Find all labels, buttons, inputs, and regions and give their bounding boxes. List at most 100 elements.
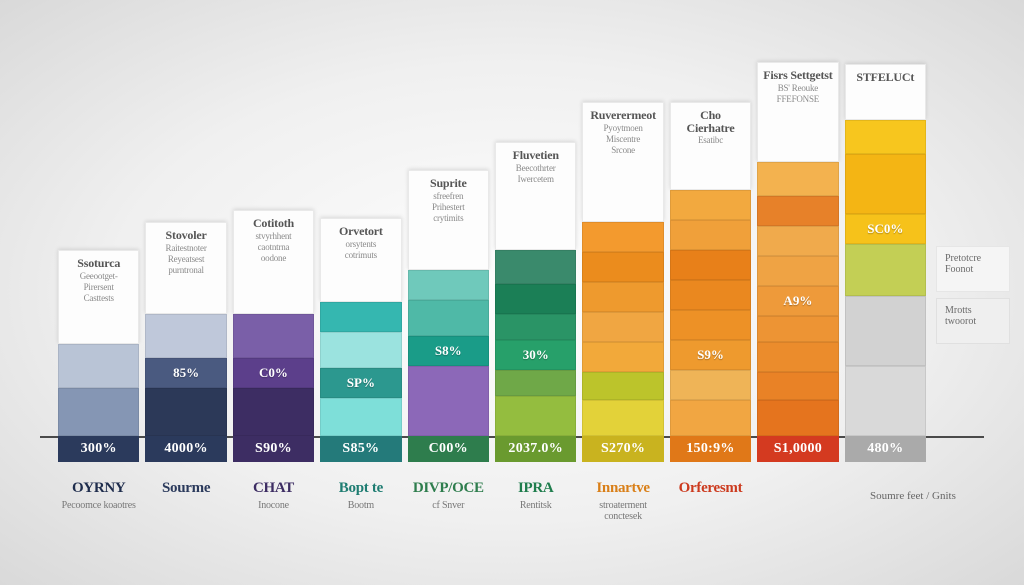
bar-footer: 480% <box>845 436 926 462</box>
legend-item: Pretotcre Foonot <box>936 246 1010 292</box>
bar-segment <box>495 284 576 314</box>
bar-segment <box>582 342 663 372</box>
cap-title: Ruverermeot <box>590 109 656 122</box>
bar-segment: SC0% <box>845 214 926 244</box>
bar-footer: S85% <box>320 436 401 462</box>
cap-subtitle: Esatibc <box>698 136 723 145</box>
bar-b8: S9%Cho CierhatreEsatibc <box>670 102 751 436</box>
bar-segment <box>757 316 838 342</box>
bar-footer: 150:9% <box>670 436 751 462</box>
axis-main: DIVP/OCE <box>408 480 489 497</box>
bar-segment <box>845 296 926 366</box>
axis-main: Sourme <box>145 480 226 497</box>
cap-subtitle: Casttests <box>84 294 114 303</box>
cap-title: STFELUCt <box>856 71 914 84</box>
bar-segment <box>320 332 401 368</box>
segment-percent: C0% <box>259 365 288 381</box>
bar-cap: SupritesfreefrenPrihestertcrytimits <box>408 170 489 270</box>
cap-subtitle: stvyrhhent <box>255 232 291 241</box>
bar-b5: S8%SupritesfreefrenPrihestertcrytimits <box>408 170 489 436</box>
bar-segment <box>670 310 751 340</box>
bar-segment <box>582 222 663 252</box>
axis-main: OYRNY <box>58 480 139 497</box>
axis-label: Innartvestroaterment conctesek <box>582 480 663 522</box>
bar-footer-value: 2037.0% <box>495 436 576 462</box>
cap-title: Cho Cierhatre <box>675 109 746 134</box>
bar-segment <box>320 302 401 332</box>
cap-title: Orvetort <box>339 225 383 238</box>
cap-subtitle: crytimits <box>433 214 463 223</box>
bar-segment <box>408 366 489 436</box>
axis-sub: stroaterment conctesek <box>582 500 663 522</box>
bar-segment <box>408 300 489 336</box>
cap-subtitle: Geeootget- <box>80 272 118 281</box>
bar-segment: S8% <box>408 336 489 366</box>
bar-segment: 85% <box>145 358 226 388</box>
bar-segment: 30% <box>495 340 576 370</box>
bar-footer-value: 300% <box>58 436 139 462</box>
cap-subtitle: Reyeatsest <box>168 255 205 264</box>
axis-label: IPRARentitsk <box>495 480 576 511</box>
bar-segment <box>582 282 663 312</box>
bar-segment <box>670 370 751 400</box>
bar-segment <box>845 120 926 154</box>
bar-footer-value: C00% <box>408 436 489 462</box>
bar-b2: 85%StovolerRaitestnoterReyeatsestpurntro… <box>145 222 226 436</box>
cap-subtitle: Beecothrter <box>516 164 556 173</box>
bar-segment <box>233 314 314 358</box>
legend-item: Mrotts twoorot <box>936 298 1010 344</box>
axis-label: Sourme <box>145 480 226 497</box>
bar-segment <box>408 270 489 300</box>
bar-b3: C0%Cotitothstvyrhhentcaotntrnaoodone <box>233 210 314 436</box>
bar-cap: SsoturcaGeeootget-PirersentCasttests <box>58 250 139 344</box>
axis-main: Orferesmt <box>670 480 751 497</box>
bar-segment <box>582 400 663 436</box>
cap-subtitle: Pirersent <box>84 283 114 292</box>
cap-title: Fluvetien <box>513 149 559 162</box>
segment-percent: S8% <box>435 343 462 359</box>
bar-segment <box>845 244 926 296</box>
bar-segment <box>145 314 226 358</box>
bar-segment <box>58 388 139 436</box>
bar-segment <box>757 196 838 226</box>
axis-main: IPRA <box>495 480 576 497</box>
bar-segment <box>58 344 139 388</box>
bar-segment <box>670 190 751 220</box>
cap-subtitle: orsytents <box>346 240 377 249</box>
cap-title: Cotitoth <box>253 217 294 230</box>
axis-label: CHAT Inocone <box>233 480 314 511</box>
cap-subtitle: Srcone <box>611 146 635 155</box>
bar-segment <box>670 220 751 250</box>
bar-footer: S90% <box>233 436 314 462</box>
bar-b9: A9%Fisrs SettgetstBS' ReoukeFFEFONSE <box>757 62 838 436</box>
bar-segment <box>670 250 751 280</box>
bar-footer: S1,0000 <box>757 436 838 462</box>
bar-footer-value: S90% <box>233 436 314 462</box>
cap-subtitle: Raitestnoter <box>166 244 207 253</box>
bar-footer-value: 150:9% <box>670 436 751 462</box>
cap-subtitle: Prihestert <box>432 203 465 212</box>
cap-subtitle: Iwercetem <box>518 175 554 184</box>
bar-segment <box>757 162 838 196</box>
axis-main: CHAT <box>233 480 314 497</box>
bar-footer-value: 480% <box>845 436 926 462</box>
cap-subtitle: Miscentre <box>606 135 640 144</box>
axis-sub: cf Snver <box>408 500 489 511</box>
bar-b1: SsoturcaGeeootget-PirersentCasttests <box>58 250 139 436</box>
bar-cap: Cho Cierhatre Esatibc <box>670 102 751 190</box>
bar-cap: Orvetortorsytentscotrimuts <box>320 218 401 302</box>
legend: Pretotcre Foonot Mrotts twoorot <box>936 246 1010 344</box>
axis-sub: Pecoomce koaotres <box>58 500 139 511</box>
segment-percent: SC0% <box>867 221 903 237</box>
cap-subtitle: BS' Reouke <box>778 84 818 93</box>
cap-subtitle: sfreefren <box>433 192 463 201</box>
axis-sub: Bootm <box>320 500 401 511</box>
bar-segment <box>670 400 751 436</box>
bar-footer-value: S270% <box>582 436 663 462</box>
cap-subtitle: purntronal <box>168 266 204 275</box>
bar-footer: 2037.0% <box>495 436 576 462</box>
axis-sub: Inocone <box>233 500 314 511</box>
cap-title: Fisrs Settgetst <box>763 69 832 82</box>
bar-segment <box>320 398 401 436</box>
axis-main: Bopt te <box>320 480 401 497</box>
